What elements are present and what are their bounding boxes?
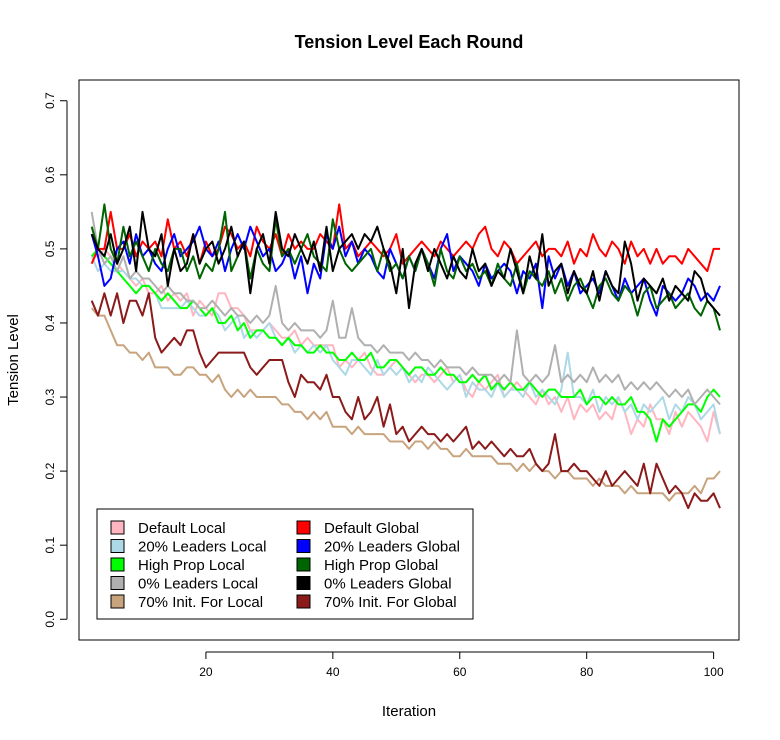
legend-swatch bbox=[110, 539, 125, 553]
legend-swatch bbox=[296, 520, 311, 535]
x-tick-label: 80 bbox=[580, 665, 594, 679]
legend-swatch bbox=[110, 594, 125, 609]
y-axis-title: Tension Level bbox=[5, 314, 22, 406]
legend-label: Default Local bbox=[138, 520, 226, 537]
legend-label: 0% Leaders Local bbox=[138, 576, 258, 593]
series-line-9 bbox=[90, 210, 721, 317]
legend-label: High Prop Local bbox=[138, 557, 245, 574]
chart-title: Tension Level Each Round bbox=[295, 32, 524, 52]
y-tick-label: 0.7 bbox=[43, 92, 57, 109]
legend-label: 70% Init. For Local bbox=[138, 594, 263, 611]
legend-swatch bbox=[296, 557, 311, 572]
x-tick-label: 40 bbox=[326, 665, 340, 679]
y-tick-label: 0.4 bbox=[43, 314, 57, 331]
x-axis-title: Iteration bbox=[382, 703, 436, 720]
series-line-6 bbox=[90, 203, 720, 273]
legend-swatch bbox=[110, 557, 125, 572]
series-line-8 bbox=[90, 203, 721, 331]
y-tick-label: 0.5 bbox=[43, 240, 57, 257]
y-tick-label: 0.1 bbox=[43, 537, 57, 554]
legend-label: 20% Leaders Local bbox=[138, 539, 266, 556]
legend-label: High Prop Global bbox=[324, 557, 438, 574]
plot-frame bbox=[78, 79, 740, 641]
x-tick-label: 100 bbox=[704, 665, 724, 679]
legend-swatch bbox=[110, 576, 125, 590]
x-tick-label: 60 bbox=[453, 665, 467, 679]
legend-swatch bbox=[296, 594, 311, 609]
series-line-5 bbox=[90, 307, 721, 502]
y-tick-label: 0.2 bbox=[43, 462, 57, 479]
y-tick-label: 0.6 bbox=[43, 166, 57, 183]
y-tick-label: 0.0 bbox=[43, 611, 57, 628]
y-tick-label: 0.3 bbox=[43, 388, 57, 405]
series-layer bbox=[90, 203, 721, 510]
legend-swatch bbox=[296, 539, 311, 553]
legend-label: 20% Leaders Global bbox=[324, 539, 460, 556]
axes: 20 40 60 80 100 0.0 0.1 0.2 0.3 0.4 0.5 0.6 0.7 bbox=[43, 92, 724, 679]
legend-swatch bbox=[110, 520, 125, 535]
series-line-4 bbox=[90, 211, 721, 406]
legend-label: 70% Init. For Global bbox=[324, 594, 457, 611]
series-line-10 bbox=[90, 292, 721, 510]
legend-label: 0% Leaders Global bbox=[324, 576, 452, 593]
x-tick-label: 20 bbox=[199, 665, 213, 679]
legend-box bbox=[96, 508, 474, 620]
legend-swatch bbox=[296, 576, 311, 590]
legend-label: Default Global bbox=[324, 520, 419, 537]
